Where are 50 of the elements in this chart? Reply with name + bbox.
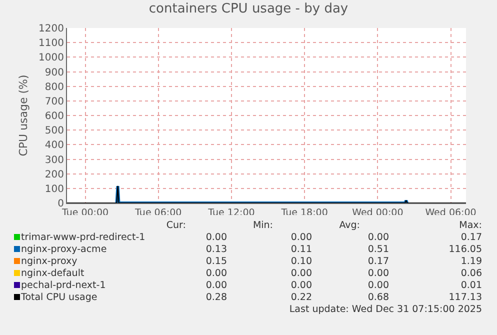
text: 0.00 xyxy=(368,268,389,280)
text: 0.28 xyxy=(206,292,227,304)
text: Avg: xyxy=(339,220,360,232)
text: 0.06 xyxy=(460,268,482,280)
y-tick-label: 300 xyxy=(44,154,64,166)
text: 0.11 xyxy=(290,244,312,256)
legend-label: trimar-www-prd-redirect-1 xyxy=(20,232,146,244)
y-axis-title: CPU usage (%) xyxy=(17,74,30,156)
text: 0.00 xyxy=(290,232,312,244)
y-tick-label: 0 xyxy=(58,198,64,210)
text: 0.13 xyxy=(206,244,227,256)
y-tick-label: 100 xyxy=(44,184,64,195)
text: 1.19 xyxy=(460,256,482,268)
text: 0.68 xyxy=(368,292,389,304)
text: 0.00 xyxy=(206,280,227,292)
legend-label: nginx-proxy xyxy=(20,256,78,268)
y-tick-label: 900 xyxy=(44,67,64,78)
y-tick-label: 600 xyxy=(44,111,64,122)
y-tick-label: 500 xyxy=(44,126,64,137)
text: Cur: xyxy=(166,220,186,232)
text: 0.51 xyxy=(368,244,389,256)
y-tick-label: 200 xyxy=(44,169,64,180)
legend-label: pechal-prd-next-1 xyxy=(20,280,106,292)
text: 0.00 xyxy=(368,232,389,244)
text: 0.00 xyxy=(206,268,227,280)
text: 0.10 xyxy=(290,256,312,268)
text: 0.00 xyxy=(206,232,227,244)
text: 116.05 xyxy=(448,244,482,256)
legend-label: nginx-default xyxy=(20,268,84,280)
text: 0.00 xyxy=(290,268,312,280)
y-tick-label: 1000 xyxy=(38,52,64,64)
legend-label: Total CPU usage xyxy=(20,292,98,304)
text: 0.22 xyxy=(290,292,312,304)
text: 0.00 xyxy=(290,280,312,292)
text: Min: xyxy=(252,220,273,232)
y-tick-label: 400 xyxy=(44,140,64,152)
y-tick-label: 800 xyxy=(44,82,64,93)
text: Max: xyxy=(459,220,482,232)
text: 0.00 xyxy=(368,280,389,292)
text: 0.17 xyxy=(368,256,389,268)
y-tick-label: 1100 xyxy=(38,38,64,50)
y-tick-label: 1200 xyxy=(38,24,64,34)
y-tick-label: 700 xyxy=(44,96,64,108)
text: 0.01 xyxy=(460,280,482,292)
text: 117.13 xyxy=(448,292,482,304)
legend-label: nginx-proxy-acme xyxy=(20,244,107,256)
text: 0.17 xyxy=(460,232,482,244)
text: Last update: Wed Dec 31 07:15:00 2025 xyxy=(289,304,482,316)
chart-title: containers CPU usage - by day xyxy=(148,1,348,16)
text: 0.15 xyxy=(206,256,227,268)
